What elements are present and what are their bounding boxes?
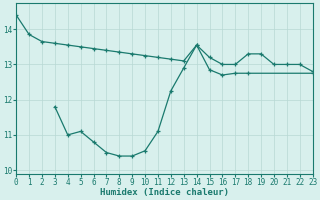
X-axis label: Humidex (Indice chaleur): Humidex (Indice chaleur) [100,188,229,197]
